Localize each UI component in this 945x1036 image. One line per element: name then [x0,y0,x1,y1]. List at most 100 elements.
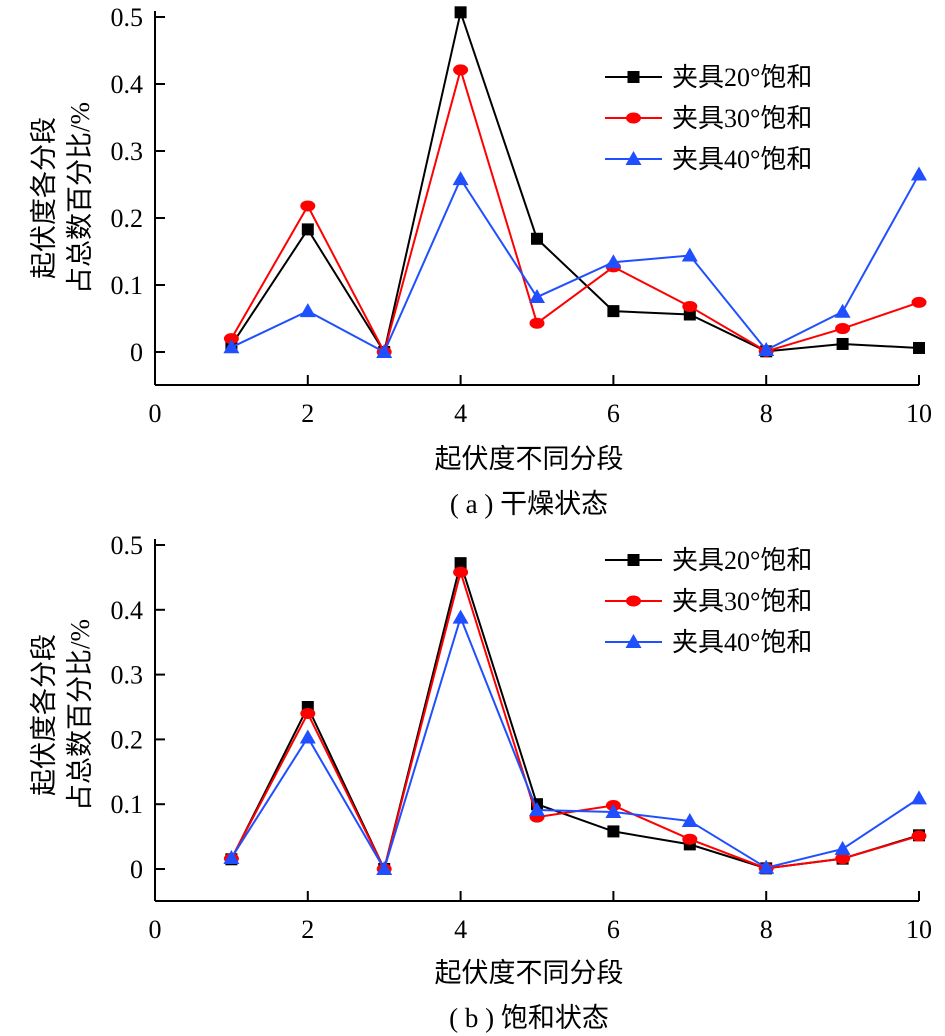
series-2 [223,166,927,358]
data-point [300,200,316,212]
x-tick-label: 4 [454,915,467,944]
series-0 [225,557,925,875]
y-tick-label: 0.3 [111,137,144,166]
x-tick-label: 4 [454,399,467,428]
legend-entry: 夹具20°饱和 [605,63,812,92]
x-tick-label: 0 [149,399,162,428]
data-point [607,825,620,838]
data-point [911,830,927,842]
x-tick-label: 10 [906,399,932,428]
data-point [300,707,316,719]
legend-marker [626,112,641,124]
data-point [681,813,698,828]
x-tick-label: 2 [301,915,314,944]
data-point [834,840,851,855]
legend-label: 夹具40°饱和 [672,145,812,174]
y-axis-title: 起伏度各分段 [29,117,59,279]
data-point [453,64,469,76]
data-point [682,833,698,845]
data-point [376,861,393,875]
data-point [452,609,469,624]
y-tick-label: 0.2 [111,204,144,233]
x-tick-label: 0 [149,915,162,944]
series-line [230,66,920,355]
data-point [913,341,925,354]
x-axis-title: 起伏度不同分段 [435,958,624,988]
legend-marker [625,634,642,648]
legend-marker [626,595,641,607]
y-tick-label: 0.4 [111,596,144,625]
series-line [230,8,920,355]
x-tick-label: 2 [301,399,314,428]
legend-label: 夹具20°饱和 [672,546,812,575]
y-axis-title: 起伏度各分段 [29,634,59,796]
data-point [681,247,698,262]
x-tick-label: 8 [760,915,773,944]
data-point [605,803,622,818]
x-tick-label: 8 [760,399,773,428]
data-point [834,303,851,318]
data-point [454,6,467,19]
legend-entry: 夹具20°饱和 [605,546,812,575]
legend-label: 夹具40°饱和 [672,628,812,657]
data-point [529,289,545,304]
data-point [452,171,469,186]
series-0 [225,6,925,358]
data-point [758,859,775,874]
y-axis-title: 占总数百分比/% [65,102,95,294]
data-point [453,566,469,578]
legend-marker [627,71,640,83]
data-point [911,166,927,181]
data-point [223,849,240,864]
legend-label: 夹具30°饱和 [672,587,812,616]
legend-label: 夹具20°饱和 [672,63,812,92]
chart-caption: ( b ) 饱和状态 [449,1003,609,1033]
data-point [299,729,316,744]
chart-caption: ( a ) 干燥状态 [450,489,608,519]
data-point [223,339,240,354]
data-point [299,303,316,318]
data-point [376,344,393,358]
data-point [605,254,622,269]
legend-marker [627,554,640,566]
x-tick-label: 6 [607,915,620,944]
y-tick-label: 0.4 [111,70,144,99]
data-point [454,557,467,570]
legend-label: 夹具30°饱和 [672,104,812,133]
x-tick-label: 10 [906,915,932,944]
y-tick-label: 0.5 [111,3,144,32]
data-point [301,223,314,236]
legend-entry: 夹具30°饱和 [605,104,812,133]
data-point [911,296,927,308]
x-tick-label: 6 [607,399,620,428]
data-point [835,853,851,865]
legend-entry: 夹具40°饱和 [605,628,812,657]
chart-a: 0 0.1 0.2 0.3 0.4 0.5 0 2 4 6 8 10 起伏度不同分段 起伏度各分段 占总数百… [29,3,932,519]
series-line [230,614,920,872]
data-point [607,305,620,318]
data-point [836,337,849,350]
data-point [835,323,851,335]
series-1 [223,64,927,358]
series-line [230,568,920,872]
y-tick-label: 0.3 [111,661,144,690]
legend-entry: 夹具40°饱和 [605,145,812,174]
data-point [758,341,775,356]
series-line [230,559,920,872]
y-axis-title: 占总数百分比/% [65,619,95,811]
series-2 [223,609,927,875]
y-tick-label: 0.2 [111,725,144,754]
x-axis-title: 起伏度不同分段 [435,444,624,474]
data-point [529,802,545,817]
y-tick-label: 0.1 [111,271,144,300]
data-point [531,232,543,245]
legend-entry: 夹具30°饱和 [605,587,812,616]
data-point [223,333,239,345]
legend-marker [625,151,642,165]
data-point [911,790,927,805]
y-tick-label: 0.5 [111,531,144,560]
y-tick-label: 0 [130,338,143,367]
